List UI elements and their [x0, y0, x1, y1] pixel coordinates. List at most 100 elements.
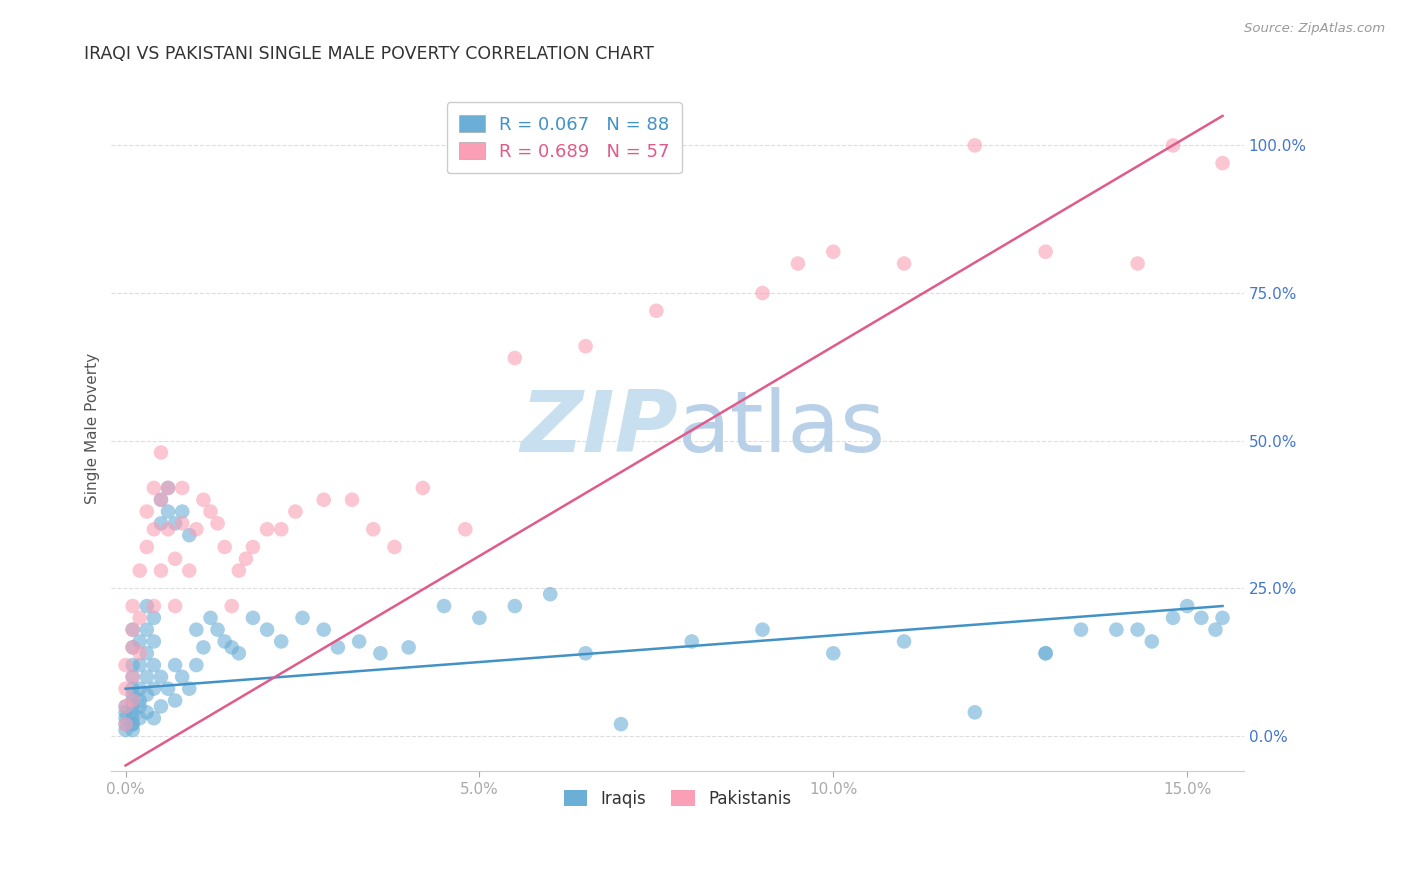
- Point: [142, 658, 165, 673]
- Point: [1035, 646, 1057, 660]
- Point: [114, 658, 136, 673]
- Point: [454, 522, 477, 536]
- Point: [114, 706, 136, 720]
- Text: ZIP: ZIP: [520, 387, 678, 470]
- Point: [751, 286, 773, 301]
- Point: [149, 516, 172, 531]
- Text: Source: ZipAtlas.com: Source: ZipAtlas.com: [1244, 22, 1385, 36]
- Point: [228, 564, 250, 578]
- Point: [121, 688, 143, 702]
- Point: [142, 481, 165, 495]
- Point: [157, 481, 180, 495]
- Point: [157, 681, 180, 696]
- Point: [142, 634, 165, 648]
- Point: [538, 587, 561, 601]
- Point: [165, 551, 187, 566]
- Point: [128, 564, 150, 578]
- Point: [270, 634, 292, 648]
- Point: [165, 658, 187, 673]
- Point: [433, 599, 456, 613]
- Point: [1070, 623, 1092, 637]
- Point: [149, 564, 172, 578]
- Point: [1035, 244, 1057, 259]
- Point: [186, 623, 208, 637]
- Point: [114, 711, 136, 725]
- Point: [893, 256, 915, 270]
- Point: [574, 646, 596, 660]
- Point: [121, 723, 143, 737]
- Point: [645, 303, 668, 318]
- Point: [149, 670, 172, 684]
- Point: [172, 504, 194, 518]
- Point: [114, 699, 136, 714]
- Point: [142, 711, 165, 725]
- Point: [610, 717, 633, 731]
- Point: [121, 717, 143, 731]
- Point: [235, 551, 257, 566]
- Point: [149, 492, 172, 507]
- Point: [128, 611, 150, 625]
- Point: [193, 640, 215, 655]
- Point: [121, 623, 143, 637]
- Point: [114, 717, 136, 731]
- Point: [1161, 138, 1184, 153]
- Point: [165, 516, 187, 531]
- Point: [142, 522, 165, 536]
- Point: [207, 516, 229, 531]
- Point: [1105, 623, 1128, 637]
- Point: [193, 492, 215, 507]
- Point: [128, 699, 150, 714]
- Point: [1035, 646, 1057, 660]
- Point: [157, 481, 180, 495]
- Point: [787, 256, 810, 270]
- Point: [326, 640, 349, 655]
- Text: atlas: atlas: [678, 387, 886, 470]
- Point: [228, 646, 250, 660]
- Point: [186, 522, 208, 536]
- Point: [135, 646, 157, 660]
- Point: [121, 623, 143, 637]
- Point: [1189, 611, 1212, 625]
- Point: [1175, 599, 1198, 613]
- Point: [1126, 256, 1149, 270]
- Point: [1212, 156, 1234, 170]
- Point: [135, 540, 157, 554]
- Point: [135, 599, 157, 613]
- Point: [242, 540, 264, 554]
- Point: [128, 658, 150, 673]
- Point: [142, 599, 165, 613]
- Point: [179, 681, 201, 696]
- Point: [121, 717, 143, 731]
- Point: [149, 445, 172, 459]
- Point: [242, 611, 264, 625]
- Point: [284, 504, 307, 518]
- Point: [135, 706, 157, 720]
- Point: [1212, 611, 1234, 625]
- Point: [114, 699, 136, 714]
- Point: [128, 693, 150, 707]
- Point: [135, 670, 157, 684]
- Point: [179, 564, 201, 578]
- Point: [157, 522, 180, 536]
- Point: [121, 706, 143, 720]
- Point: [149, 699, 172, 714]
- Point: [574, 339, 596, 353]
- Point: [1161, 611, 1184, 625]
- Point: [221, 640, 243, 655]
- Point: [214, 634, 236, 648]
- Point: [312, 623, 335, 637]
- Point: [963, 706, 986, 720]
- Point: [823, 244, 845, 259]
- Point: [1204, 623, 1226, 637]
- Point: [128, 646, 150, 660]
- Point: [172, 670, 194, 684]
- Point: [347, 634, 370, 648]
- Point: [200, 611, 222, 625]
- Point: [384, 540, 406, 554]
- Point: [114, 723, 136, 737]
- Point: [121, 693, 143, 707]
- Y-axis label: Single Male Poverty: Single Male Poverty: [86, 353, 100, 505]
- Point: [121, 640, 143, 655]
- Point: [142, 611, 165, 625]
- Point: [256, 623, 278, 637]
